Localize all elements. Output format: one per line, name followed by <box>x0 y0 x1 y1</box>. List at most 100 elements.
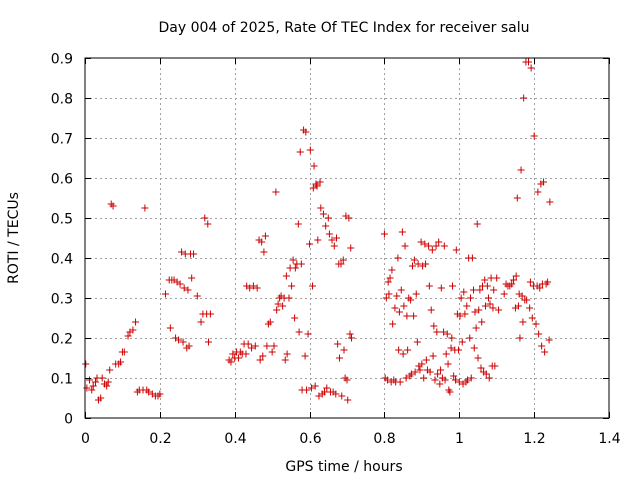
data-point <box>88 386 96 394</box>
data-point <box>525 58 533 66</box>
data-point <box>89 382 97 390</box>
data-point <box>261 232 269 240</box>
data-point <box>338 392 346 400</box>
data-point <box>410 256 418 264</box>
data-point <box>288 282 296 290</box>
data-point <box>259 352 267 360</box>
data-point <box>316 178 324 186</box>
data-point <box>536 284 544 292</box>
y-tick-label: 0.6 <box>51 172 73 188</box>
data-point <box>447 344 455 352</box>
data-point <box>279 302 287 310</box>
data-point <box>190 250 198 258</box>
data-point <box>347 244 355 252</box>
data-point <box>311 382 319 390</box>
data-point <box>477 364 485 372</box>
data-point <box>388 266 396 274</box>
data-point <box>528 314 536 322</box>
y-tick-label: 0.5 <box>51 212 73 228</box>
data-point <box>484 294 492 302</box>
data-point <box>428 246 436 254</box>
x-tick-label: 1.4 <box>598 431 620 447</box>
data-point <box>517 166 525 174</box>
data-point <box>337 260 345 268</box>
data-point <box>538 342 546 350</box>
data-point <box>446 388 454 396</box>
data-point <box>242 350 250 358</box>
data-point <box>466 334 474 342</box>
data-point <box>180 284 188 292</box>
data-point <box>205 338 213 346</box>
data-point <box>124 332 132 340</box>
data-point <box>401 242 409 250</box>
data-point <box>336 354 344 362</box>
data-point <box>437 366 445 374</box>
data-point <box>404 346 412 354</box>
data-point <box>541 348 549 356</box>
data-point <box>98 374 106 382</box>
data-point <box>91 378 99 386</box>
data-point <box>339 256 347 264</box>
data-point <box>274 300 282 308</box>
data-point <box>188 274 196 282</box>
data-point <box>253 284 261 292</box>
y-axis-tick-labels: 0 0.1 0.2 0.3 0.4 0.5 0.6 0.7 0.8 0.9 <box>51 52 73 428</box>
y-tick-label: 0.4 <box>51 252 73 268</box>
data-point <box>403 312 411 320</box>
data-point <box>319 210 327 218</box>
data-point <box>470 286 478 294</box>
data-point <box>411 368 419 376</box>
data-point <box>395 346 403 354</box>
data-point <box>427 306 435 314</box>
data-point <box>452 376 460 384</box>
data-point <box>418 360 426 368</box>
data-point <box>436 380 444 388</box>
data-point <box>425 242 433 250</box>
data-point <box>334 340 342 348</box>
data-point <box>291 314 299 322</box>
data-point <box>508 280 516 288</box>
data-point <box>437 284 445 292</box>
data-point <box>325 230 333 238</box>
data-point <box>514 302 522 310</box>
x-tick-label: 0.4 <box>224 431 246 447</box>
data-point <box>285 294 293 302</box>
data-point <box>455 378 463 386</box>
y-tick-label: 0.8 <box>51 92 73 108</box>
data-point <box>384 278 392 286</box>
data-point <box>294 220 302 228</box>
data-point <box>426 368 434 376</box>
data-point <box>532 320 540 328</box>
data-point <box>249 282 257 290</box>
x-axis-tick-labels: 0 0.2 0.4 0.6 0.8 1 1.2 1.4 <box>81 431 621 447</box>
data-point <box>527 64 535 72</box>
data-point <box>473 220 481 228</box>
data-point <box>343 376 351 384</box>
data-point <box>455 346 463 354</box>
data-point <box>456 312 464 320</box>
data-point <box>289 256 297 264</box>
data-point <box>409 262 416 270</box>
data-point <box>270 342 278 350</box>
data-point <box>283 350 291 358</box>
data-point <box>145 388 153 396</box>
data-point <box>282 272 290 280</box>
data-point <box>234 354 242 362</box>
data-point <box>458 338 466 346</box>
data-point <box>407 296 415 304</box>
data-point <box>430 322 438 330</box>
data-point <box>482 370 490 378</box>
data-point <box>386 274 394 282</box>
data-point <box>273 306 281 314</box>
data-point <box>422 356 430 364</box>
data-point <box>518 292 526 300</box>
y-tick-label: 0.3 <box>51 292 73 308</box>
data-point <box>380 230 388 238</box>
data-point <box>467 294 475 302</box>
data-point <box>468 254 476 262</box>
data-point <box>441 376 449 384</box>
data-point <box>229 350 237 358</box>
data-point <box>530 132 538 140</box>
plot-frame <box>84 57 610 419</box>
data-point <box>431 376 439 384</box>
